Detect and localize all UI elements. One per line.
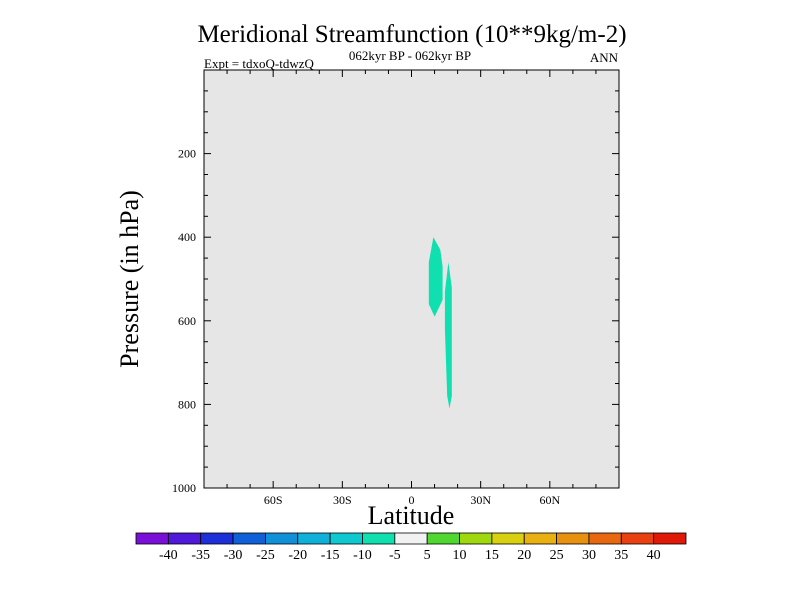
colorbar-label: -20: [288, 548, 307, 563]
y-tick-label: 800: [178, 397, 196, 411]
colorbar-label: 20: [517, 548, 531, 563]
colorbar-label: 40: [647, 548, 661, 563]
colorbar-label: -10: [353, 548, 372, 563]
y-tick-label: 1000: [172, 481, 196, 495]
colorbar-swatch: [394, 532, 428, 545]
colorbar-label: 25: [550, 548, 564, 563]
contour-regions: [428, 237, 452, 409]
colorbar-swatch: [491, 532, 525, 545]
colorbar: [135, 532, 687, 545]
x-tick-label: 30S: [333, 493, 352, 507]
colorbar-swatch: [459, 532, 493, 545]
x-tick-label: 60N: [539, 493, 560, 507]
colorbar-swatch: [297, 532, 331, 545]
colorbar-label: 5: [424, 548, 431, 563]
subtitle-left: Expt = tdxoQ-tdwzQ: [204, 56, 314, 71]
x-tick-label: 30N: [470, 493, 491, 507]
colorbar-swatch: [167, 532, 202, 545]
colorbar-swatch: [426, 532, 460, 545]
contour-region-1: [428, 237, 443, 317]
contour-region-2: [444, 262, 452, 409]
colorbar-swatch: [232, 532, 266, 545]
colorbar-label: 35: [614, 548, 628, 563]
x-tick-labels: 60S 30S 0 30N 60N: [264, 493, 561, 507]
colorbar-swatch: [620, 532, 655, 545]
y-tick-label: 400: [178, 230, 196, 244]
x-tick-label: 0: [409, 493, 415, 507]
colorbar-label: 30: [582, 548, 596, 563]
colorbar-label: -5: [389, 548, 401, 563]
colorbar-label: 10: [453, 548, 467, 563]
colorbar-label: -15: [321, 548, 340, 563]
colorbar-swatch: [556, 532, 590, 545]
colorbar-swatch: [588, 532, 622, 545]
y-tick-labels: 200 400 600 800 1000: [172, 147, 196, 495]
colorbar-swatch: [200, 532, 234, 545]
colorbar-label: -30: [224, 548, 243, 563]
plot-frame: [203, 69, 620, 489]
x-axis-label: Latitude: [368, 501, 455, 530]
colorbar-swatch: [653, 532, 687, 545]
y-tick-label: 200: [178, 147, 196, 161]
colorbar-swatch: [265, 532, 299, 545]
x-tick-label: 60S: [264, 493, 283, 507]
subtitle-right: ANN: [590, 50, 619, 65]
colorbar-label: -25: [256, 548, 275, 563]
colorbar-swatch: [135, 532, 169, 545]
colorbar-swatch: [329, 532, 363, 545]
colorbar-labels: -40 -35 -30 -25 -20 -15 -10 -5 5 10 15 20 25 30 35 40: [159, 548, 661, 563]
colorbar-swatch: [523, 532, 557, 545]
subtitle-center: 062kyr BP - 062kyr BP: [349, 48, 471, 63]
chart-title: Meridional Streamfunction (10**9kg/m-2): [197, 21, 626, 48]
colorbar-label: -35: [191, 548, 210, 563]
colorbar-swatch: [362, 532, 396, 545]
y-tick-label: 600: [178, 314, 196, 328]
colorbar-label: -40: [159, 548, 178, 563]
plot-area: [203, 69, 620, 489]
colorbar-label: 15: [485, 548, 499, 563]
plot-background: [204, 70, 619, 488]
y-axis-label: Pressure (in hPa): [115, 190, 144, 368]
